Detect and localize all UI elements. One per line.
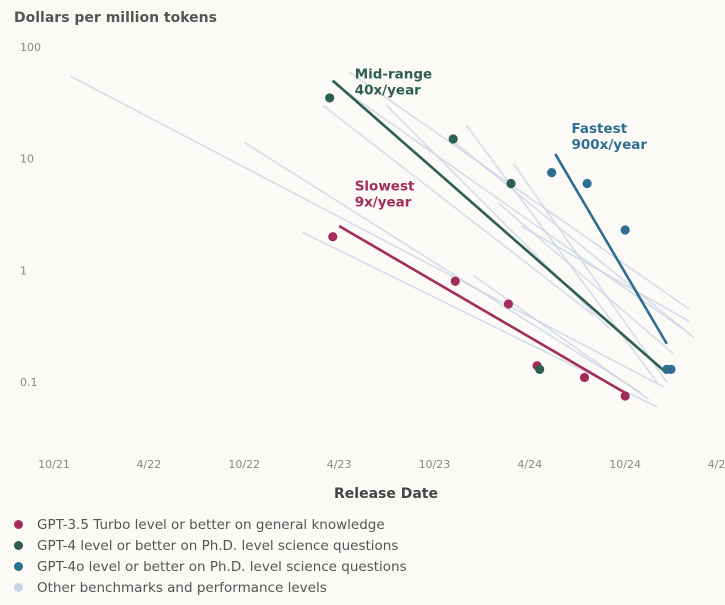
other-benchmark-line [450,138,695,339]
other-benchmark-line [243,141,642,394]
annotation-line: 9x/year [355,194,412,210]
y-tick-label: 1 [20,264,27,277]
trend-line-series-1 [331,79,668,375]
data-point-series-2 [547,168,557,178]
other-benchmark-line [465,124,658,383]
data-point-series-2 [582,178,592,189]
other-benchmark-line [512,163,668,383]
data-point-series-1 [535,364,545,374]
data-point-series-1 [448,134,458,144]
annotations: Mid-range 40x/year Fastest 900x/year Slowest… [355,67,648,211]
data-point-series-0 [579,372,590,383]
other-benchmark-line [322,104,594,316]
trend-annotation: Fastest 900x/year [571,121,647,153]
x-tick-label: 4/25 [708,458,725,471]
annotation-line: Fastest [571,121,627,137]
y-axis-ticks: 100 10 1 0.1 [20,41,41,389]
annotation-line: 40x/year [355,83,421,99]
legend-item: Other benchmarks and performance levels [14,577,407,598]
other-benchmark-line [497,202,674,355]
other-benchmark-line [69,75,665,388]
other-benchmark-line [473,274,650,401]
annotation-line: Slowest [355,178,415,194]
x-tick-label: 4/24 [517,458,542,471]
data-points [325,93,676,401]
legend-swatch [14,541,23,550]
other-benchmark-line [520,225,690,323]
data-point-series-1 [506,178,516,189]
data-point-series-2 [666,364,676,374]
legend-label: GPT-4 level or better on Ph.D. level sci… [37,537,399,554]
data-point-series-0 [620,391,630,401]
legend: GPT-3.5 Turbo level or better on general… [14,514,407,598]
y-tick-label: 0.1 [20,376,38,389]
x-tick-label: 4/22 [136,458,161,471]
legend-item: GPT-3.5 Turbo level or better on general… [14,514,407,535]
y-tick-label: 10 [20,153,34,166]
trend-lines [331,79,668,395]
legend-swatch [14,562,23,571]
other-benchmark-line [348,71,690,310]
x-tick-label: 10/22 [228,458,260,471]
other-benchmark-line [329,79,684,330]
data-point-series-1 [325,93,335,103]
legend-item: GPT-4 level or better on Ph.D. level sci… [14,535,407,556]
trend-annotation: Slowest 9x/year [355,178,415,210]
x-tick-label: 10/24 [609,458,641,471]
y-tick-label: 100 [20,41,41,54]
data-point-series-0 [450,276,460,286]
chart-title: Dollars per million tokens [14,10,217,26]
legend-label: Other benchmarks and performance levels [37,579,327,596]
annotation-line: Mid-range [355,67,433,83]
legend-label: GPT-4o level or better on Ph.D. level sc… [37,558,407,575]
data-point-series-2 [620,225,630,235]
annotation-line: 900x/year [571,137,647,153]
legend-label: GPT-3.5 Turbo level or better on general… [37,516,385,533]
legend-swatch [14,520,23,529]
legend-item: GPT-4o level or better on Ph.D. level sc… [14,556,407,577]
data-point-series-0 [503,299,514,309]
data-point-series-0 [328,232,338,242]
trend-annotation: Mid-range 40x/year [355,67,433,99]
trend-line-series-0 [338,224,626,395]
x-tick-label: 10/23 [419,458,451,471]
x-axis-ticks: 10/21 4/22 10/22 4/23 10/23 4/24 10/24 4/25 [38,458,725,471]
legend-swatch [14,583,23,592]
x-axis-label: Release Date [334,486,438,502]
x-tick-label: 10/21 [38,458,70,471]
trend-line-series-2 [554,153,668,345]
x-tick-label: 4/23 [327,458,352,471]
